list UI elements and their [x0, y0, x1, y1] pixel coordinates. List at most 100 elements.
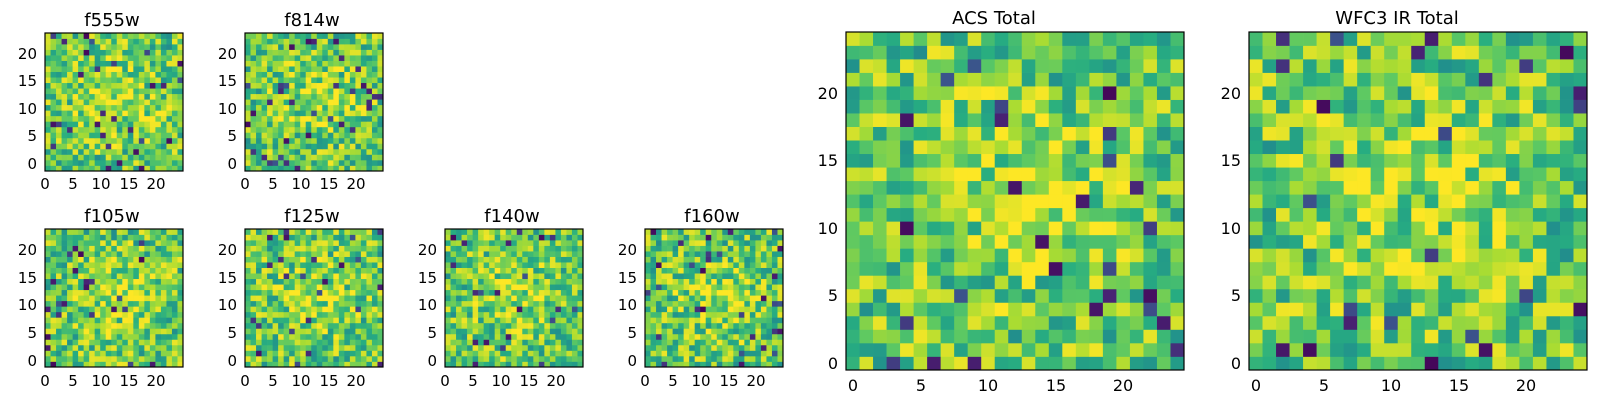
heatmap-cell — [516, 289, 523, 296]
heatmap-cell — [45, 137, 51, 144]
heatmap-cell — [89, 148, 96, 155]
heatmap-cell — [344, 278, 351, 285]
heatmap-cell — [272, 93, 279, 100]
heatmap-cell — [445, 245, 451, 252]
heatmap-cell — [538, 322, 545, 329]
heatmap-cell — [456, 245, 462, 252]
heatmap-cell — [311, 148, 318, 155]
heatmap-cell — [461, 289, 468, 296]
heatmap-cell — [667, 350, 673, 357]
heatmap-cell — [667, 256, 673, 263]
heatmap-cell — [116, 159, 123, 166]
heatmap-cell — [116, 77, 123, 84]
heatmap-cell — [549, 234, 556, 241]
heatmap-cell — [171, 154, 178, 161]
heatmap-cell — [571, 322, 578, 329]
heatmap-cell — [1156, 207, 1171, 222]
heatmap-cell — [1559, 126, 1574, 141]
heatmap-cell — [450, 278, 457, 285]
heatmap-cell — [344, 322, 351, 329]
heatmap-cell — [873, 194, 887, 209]
heatmap-cell — [50, 295, 57, 302]
heatmap-cell — [656, 350, 662, 357]
heatmap-cell — [533, 361, 540, 368]
heatmap-cell — [522, 267, 529, 274]
heatmap-cell — [940, 113, 955, 127]
heatmap-cell — [694, 355, 701, 362]
heatmap-cell — [355, 104, 362, 111]
heatmap-cell — [1451, 248, 1466, 263]
heatmap-cell — [250, 262, 257, 268]
heatmap-cell — [489, 245, 496, 252]
heatmap-cell — [716, 262, 723, 268]
heatmap-cell — [1008, 342, 1023, 357]
heatmap-cell — [500, 350, 507, 357]
heatmap-cell — [355, 148, 362, 155]
heatmap-cell — [566, 350, 573, 357]
heatmap-cell — [344, 104, 351, 111]
heatmap-cell — [267, 229, 273, 235]
heatmap-cell — [316, 121, 323, 128]
heatmap-cell — [122, 126, 129, 133]
heatmap-cell — [1478, 329, 1493, 344]
heatmap-cell — [294, 148, 301, 155]
heatmap-cell — [705, 273, 712, 280]
heatmap-cell — [245, 245, 251, 252]
heatmap-cell — [171, 262, 178, 268]
heatmap-cell — [967, 356, 982, 371]
heatmap-cell — [494, 311, 501, 318]
heatmap-cell — [250, 339, 257, 346]
heatmap-cell — [900, 140, 914, 155]
heatmap-cell — [461, 311, 468, 318]
heatmap-cell — [344, 99, 351, 106]
heatmap-cell — [489, 328, 496, 335]
heatmap-cell — [1276, 329, 1290, 344]
heatmap-cell — [489, 300, 496, 307]
heatmap-cell — [1532, 113, 1547, 127]
heatmap-cell — [72, 322, 79, 329]
heatmap-cell — [294, 245, 301, 252]
heatmap-cell — [700, 344, 707, 351]
heatmap-cell — [549, 295, 556, 302]
heatmap-cell — [344, 33, 351, 39]
heatmap-cell — [127, 350, 134, 357]
heatmap-cell — [1343, 167, 1358, 182]
heatmap-cell — [705, 306, 712, 313]
heatmap-cell — [283, 317, 290, 324]
heatmap-cell — [771, 229, 778, 235]
heatmap-cell — [1478, 99, 1493, 114]
heatmap-cell — [144, 333, 151, 340]
heatmap-cell — [122, 229, 129, 235]
heatmap-cell — [127, 66, 134, 72]
heatmap-cell — [722, 289, 729, 296]
heatmap-cell — [516, 284, 523, 291]
heatmap-cell — [250, 251, 257, 257]
heatmap-cell — [322, 49, 329, 56]
heatmap-cell — [1289, 329, 1304, 344]
heatmap-cell — [305, 355, 312, 362]
heatmap-cell — [371, 77, 378, 84]
heatmap-cell — [78, 38, 84, 45]
heatmap-cell — [544, 361, 551, 368]
heatmap-cell — [89, 234, 96, 241]
heatmap-cell — [538, 273, 545, 280]
heatmap-cell — [171, 99, 178, 106]
heatmap-cell — [527, 251, 534, 257]
x-tick-label: 15 — [119, 175, 138, 193]
heatmap-cell — [327, 71, 334, 78]
heatmap-cell — [294, 126, 301, 133]
heatmap-cell — [305, 240, 312, 246]
heatmap-cell — [846, 261, 860, 276]
heatmap-cell — [846, 234, 860, 249]
heatmap-cell — [1397, 315, 1412, 330]
heatmap-cell — [311, 333, 318, 340]
heatmap-cell — [650, 234, 657, 241]
heatmap-cell — [549, 245, 556, 252]
heatmap-cell — [727, 350, 734, 357]
heatmap-cell — [1116, 167, 1131, 182]
heatmap-cell — [83, 295, 90, 302]
heatmap-cell — [338, 82, 345, 89]
heatmap-cell — [311, 240, 318, 246]
heatmap-cell — [705, 333, 712, 340]
heatmap-cell — [571, 256, 578, 263]
